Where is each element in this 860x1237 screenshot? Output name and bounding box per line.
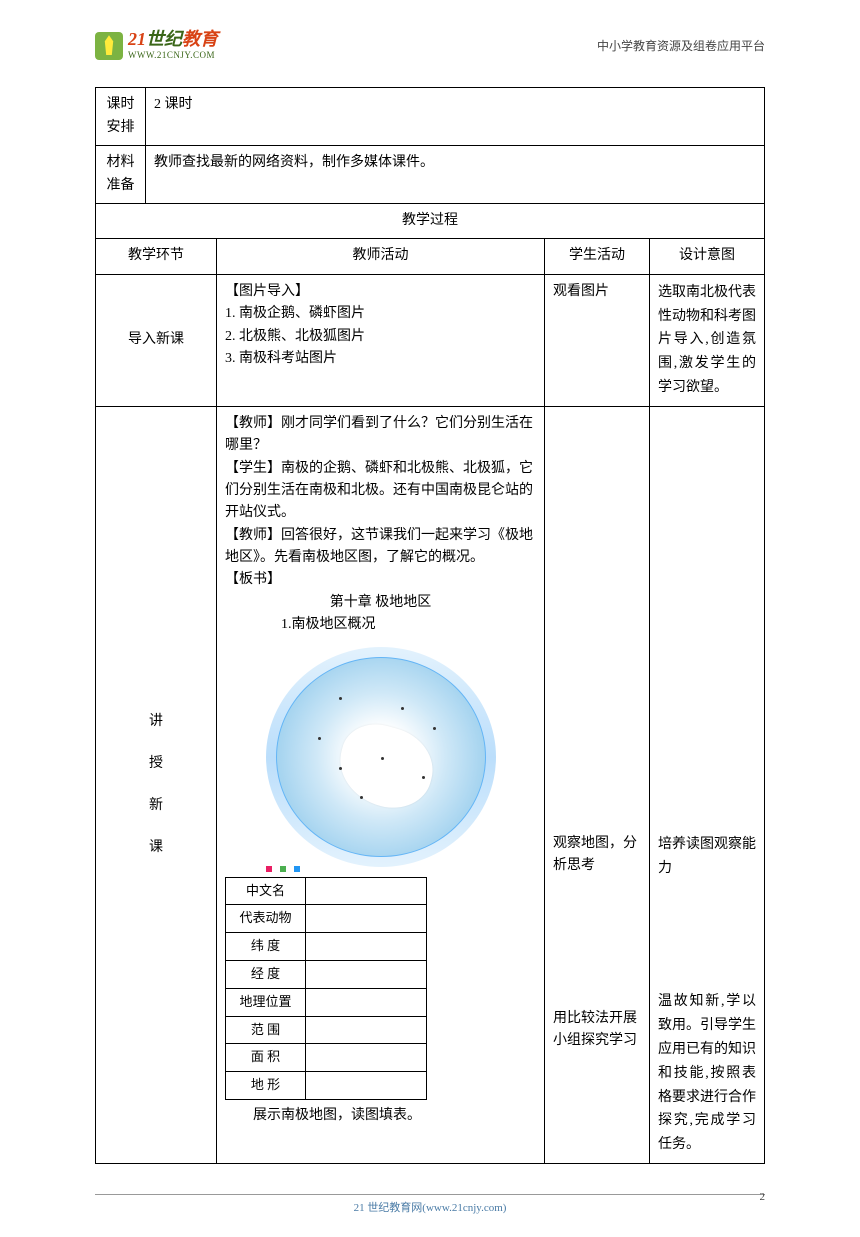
lecture-label-text: 讲 授 新 课 <box>104 701 208 869</box>
lecture-design-2: 温故知新,学以致用。引导学生应用已有的知识和技能,按照表格要求进行合作探究,完成… <box>658 990 756 1157</box>
info-r8-label: 地 形 <box>226 1072 306 1100</box>
intro-label-text: 导入新课 <box>104 326 208 354</box>
col-header-section: 教学环节 <box>96 239 217 274</box>
lecture-l3: 新 <box>149 798 163 813</box>
lecture-student-1: 观察地图，分析思考 <box>553 833 641 878</box>
map-legend <box>266 866 300 872</box>
logo-icon <box>95 32 123 60</box>
intro-row: 导入新课 【图片导入】 1. 南极企鹅、磷虾图片 2. 北极熊、北极狐图片 3.… <box>96 274 765 406</box>
col-header-student: 学生活动 <box>545 239 650 274</box>
page-header: 21世纪教育 WWW.21CNJY.COM 中小学教育资源及组卷应用平台 <box>95 30 765 62</box>
info-r1-val <box>306 877 427 905</box>
lecture-student: 观察地图，分析思考 用比较法开展小组探究学习 <box>545 406 650 1163</box>
info-r2-val <box>306 905 427 933</box>
schedule-value: 2 课时 <box>146 88 765 146</box>
intro-design: 选取南北极代表性动物和科考图片导入,创造氛围,激发学生的学习欲望。 <box>650 274 765 406</box>
map-dots <box>277 658 485 856</box>
footer-text: 21 世纪教育网(www.21cnjy.com) <box>95 1200 765 1218</box>
info-r8-val <box>306 1072 427 1100</box>
material-label: 材料准备 <box>96 146 146 204</box>
intro-label: 导入新课 <box>96 274 217 406</box>
lecture-design-1: 培养读图观察能力 <box>658 833 756 881</box>
lesson-plan-table: 课时安排 2 课时 材料准备 教师查找最新的网络资料，制作多媒体课件。 教学过程… <box>95 87 765 1164</box>
col-header-design: 设计意图 <box>650 239 765 274</box>
lecture-l1: 讲 <box>149 714 163 729</box>
intro-student: 观看图片 <box>545 274 650 406</box>
lecture-l4: 课 <box>149 840 163 855</box>
lecture-teacher-q2: 【教师】回答很好，这节课我们一起来学习《极地地区》。先看南极地区图，了解它的概况… <box>225 525 536 570</box>
intro-teacher-2: 2. 北极熊、北极狐图片 <box>225 326 536 348</box>
info-r3-val <box>306 933 427 961</box>
lecture-board-sub: 1.南极地区概况 <box>225 614 536 636</box>
intro-teacher-title: 【图片导入】 <box>225 281 536 303</box>
footer-line <box>95 1194 765 1195</box>
info-r7-label: 面 积 <box>226 1044 306 1072</box>
info-r4-label: 经 度 <box>226 961 306 989</box>
antarctica-map <box>266 647 496 867</box>
info-r2-label: 代表动物 <box>226 905 306 933</box>
material-row: 材料准备 教师查找最新的网络资料，制作多媒体课件。 <box>96 146 765 204</box>
info-r7-val <box>306 1044 427 1072</box>
lecture-design: 培养读图观察能力 温故知新,学以致用。引导学生应用已有的知识和技能,按照表格要求… <box>650 406 765 1163</box>
intro-teacher-content: 【图片导入】 1. 南极企鹅、磷虾图片 2. 北极熊、北极狐图片 3. 南极科考… <box>217 274 545 406</box>
lecture-board-title: 第十章 极地地区 <box>225 592 536 614</box>
info-r6-label: 范 围 <box>226 1016 306 1044</box>
lecture-teacher-s1: 【学生】南极的企鹅、磷虾和北极熊、北极狐，它们分别生活在南极和北极。还有中国南极… <box>225 458 536 525</box>
intro-teacher-1: 1. 南极企鹅、磷虾图片 <box>225 303 536 325</box>
lecture-row: 讲 授 新 课 【教师】刚才同学们看到了什么？它们分别生活在哪里？ 【学生】南极… <box>96 406 765 1163</box>
info-r3-label: 纬 度 <box>226 933 306 961</box>
lecture-student-2: 用比较法开展小组探究学习 <box>553 1008 641 1053</box>
logo-url: WWW.21CNJY.COM <box>128 48 218 62</box>
logo: 21世纪教育 WWW.21CNJY.COM <box>95 30 218 62</box>
logo-text-group: 21世纪教育 WWW.21CNJY.COM <box>128 30 218 62</box>
col-header-teacher: 教师活动 <box>217 239 545 274</box>
logo-edu: 教育 <box>182 29 218 49</box>
info-r4-val <box>306 961 427 989</box>
process-header: 教学过程 <box>96 203 765 238</box>
info-r1-label: 中文名 <box>226 877 306 905</box>
info-r5-val <box>306 988 427 1016</box>
map-instruction: 展示南极地图，读图填表。 <box>225 1105 536 1127</box>
page-number: 2 <box>760 1189 766 1207</box>
page-footer: 2 21 世纪教育网(www.21cnjy.com) <box>95 1194 765 1218</box>
lecture-l2: 授 <box>149 756 163 771</box>
lecture-teacher-content: 【教师】刚才同学们看到了什么？它们分别生活在哪里？ 【学生】南极的企鹅、磷虾和北… <box>217 406 545 1163</box>
column-headers-row: 教学环节 教师活动 学生活动 设计意图 <box>96 239 765 274</box>
logo-main-text: 21世纪教育 <box>128 30 218 48</box>
info-r5-label: 地理位置 <box>226 988 306 1016</box>
info-table: 中文名 代表动物 纬 度 经 度 地理位置 范 围 面 积 地 形 <box>225 877 427 1100</box>
schedule-row: 课时安排 2 课时 <box>96 88 765 146</box>
process-header-row: 教学过程 <box>96 203 765 238</box>
lecture-label: 讲 授 新 课 <box>96 406 217 1163</box>
material-value: 教师查找最新的网络资料，制作多媒体课件。 <box>146 146 765 204</box>
schedule-label: 课时安排 <box>96 88 146 146</box>
info-r6-val <box>306 1016 427 1044</box>
header-platform-text: 中小学教育资源及组卷应用平台 <box>597 37 765 56</box>
logo-21: 21 <box>128 29 146 49</box>
lecture-teacher-q1: 【教师】刚才同学们看到了什么？它们分别生活在哪里？ <box>225 413 536 458</box>
lecture-board-label: 【板书】 <box>225 569 536 591</box>
intro-teacher-3: 3. 南极科考站图片 <box>225 348 536 370</box>
map-circle <box>276 657 486 857</box>
logo-century: 世纪 <box>146 29 182 49</box>
